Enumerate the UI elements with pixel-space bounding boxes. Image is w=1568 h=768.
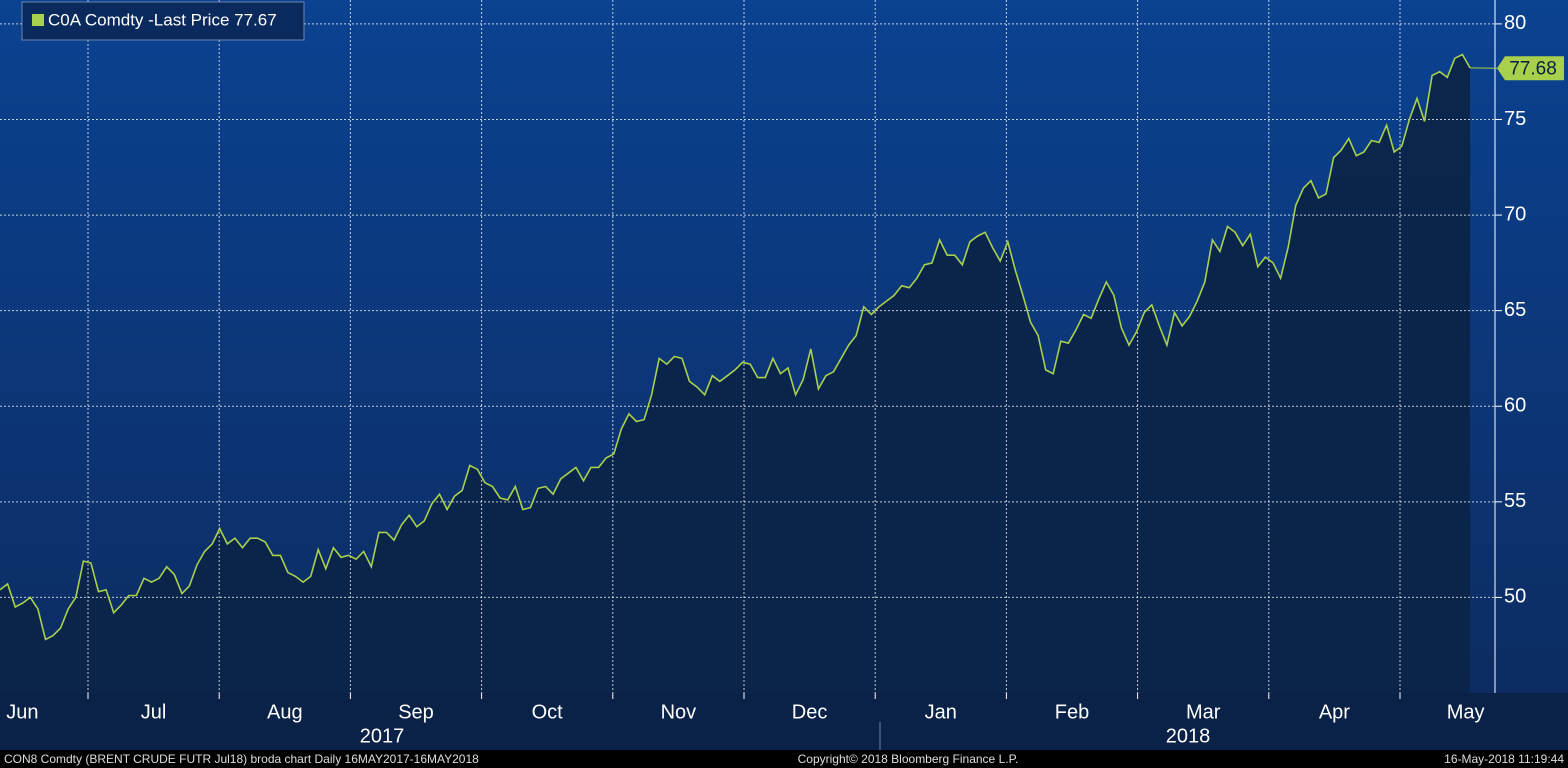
x-tick-label: Jan [925, 701, 957, 723]
footer-left: CON8 Comdty (BRENT CRUDE FUTR Jul18) bro… [4, 752, 479, 766]
y-tick-label: 80 [1504, 12, 1526, 34]
year-label: 2017 [360, 725, 405, 747]
footer-center: Copyright© 2018 Bloomberg Finance L.P. [798, 752, 1019, 766]
x-tick-label: Oct [532, 701, 564, 723]
footer-right: 16-May-2018 11:19:44 [1444, 752, 1564, 766]
legend: C0A Comdty -Last Price 77.67 [21, 1, 305, 41]
y-tick-label: 65 [1504, 299, 1526, 321]
x-axis-band [0, 693, 1568, 750]
last-price-tag [1497, 56, 1564, 81]
x-tick-label: Jul [141, 701, 167, 723]
x-tick-label: Sep [398, 701, 434, 723]
x-tick-label: Nov [661, 701, 697, 723]
area-fill [0, 54, 1470, 693]
x-tick-label: Aug [267, 701, 303, 723]
legend-swatch [32, 14, 44, 26]
x-tick-label: Dec [792, 701, 828, 723]
y-tick-label: 50 [1504, 586, 1526, 608]
y-tick-label: 75 [1504, 108, 1526, 130]
x-tick-label: Apr [1319, 701, 1350, 723]
last-price-label: 77.68 [1509, 58, 1557, 79]
price-line [0, 53, 1471, 641]
year-label: 2018 [1166, 725, 1211, 747]
footer-band [0, 750, 1568, 768]
y-tick-label: 70 [1504, 203, 1526, 225]
x-tick-label: May [1447, 701, 1485, 723]
x-tick-label: Mar [1186, 701, 1221, 723]
legend-label: C0A Comdty -Last Price 77.67 [48, 10, 277, 29]
x-tick-label: Jun [6, 701, 38, 723]
legend-box [21, 1, 305, 41]
y-tick-label: 60 [1504, 395, 1526, 417]
y-tick-label: 55 [1504, 490, 1526, 512]
x-tick-label: Feb [1055, 701, 1089, 723]
